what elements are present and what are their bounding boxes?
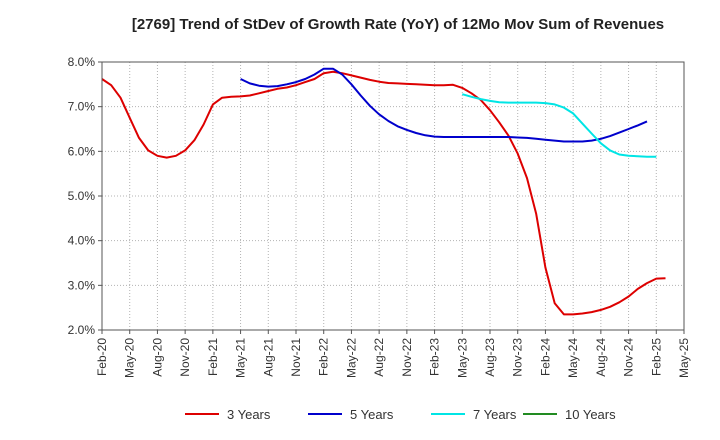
x-tick-label: Nov-24 — [622, 338, 636, 377]
y-tick-label: 5.0% — [68, 189, 96, 203]
chart-title: [2769] Trend of StDev of Growth Rate (Yo… — [132, 16, 664, 33]
y-tick-label: 7.0% — [68, 100, 96, 114]
y-tick-label: 8.0% — [68, 55, 96, 69]
x-tick-label: Feb-25 — [649, 338, 663, 376]
y-tick-label: 3.0% — [68, 278, 96, 292]
x-tick-label: May-23 — [455, 338, 469, 378]
y-tick-label: 2.0% — [68, 323, 96, 337]
x-tick-label: Feb-24 — [538, 338, 552, 376]
series-line-3-years — [101, 70, 666, 316]
y-tick-label: 4.0% — [68, 234, 96, 248]
legend-label: 10 Years — [565, 407, 616, 422]
series-group — [101, 67, 666, 316]
x-tick-label: Nov-20 — [178, 338, 192, 377]
x-tick-label: May-21 — [234, 338, 248, 378]
x-tick-label: Feb-21 — [206, 338, 220, 376]
series-line-7-years — [462, 93, 657, 158]
x-tick-label: Aug-20 — [150, 338, 164, 377]
x-tick-label: Feb-23 — [428, 338, 442, 376]
x-tick-label: Nov-22 — [400, 338, 414, 377]
x-tick-label: Aug-21 — [261, 338, 275, 377]
legend-label: 3 Years — [227, 407, 271, 422]
x-tick-label: Nov-21 — [289, 338, 303, 377]
y-tick-label: 6.0% — [68, 144, 96, 158]
x-axis: Feb-20 May-20 Aug-20 Nov-20 Feb-21 May-21 Aug-… — [95, 330, 691, 378]
x-tick-label: May-24 — [566, 338, 580, 378]
plot-frame — [101, 61, 685, 331]
x-tick-label: May-22 — [344, 338, 358, 378]
y-axis: 2.0% 3.0% 4.0% 5.0% 6.0% 7.0% 8.0% — [68, 55, 102, 337]
x-tick-label: May-25 — [677, 338, 691, 378]
x-tick-label: Nov-23 — [511, 338, 525, 377]
x-tick-label: Feb-20 — [95, 338, 109, 376]
x-tick-label: Aug-24 — [594, 338, 608, 377]
series-line-5-years — [240, 67, 648, 143]
legend-label: 7 Years — [473, 407, 517, 422]
legend: 3 Years 5 Years 7 Years 10 Years — [185, 407, 616, 422]
x-tick-label: Aug-22 — [372, 338, 386, 377]
legend-label: 5 Years — [350, 407, 394, 422]
x-tick-label: Feb-22 — [317, 338, 331, 376]
x-tick-label: May-20 — [123, 338, 137, 378]
x-tick-label: Aug-23 — [483, 338, 497, 377]
